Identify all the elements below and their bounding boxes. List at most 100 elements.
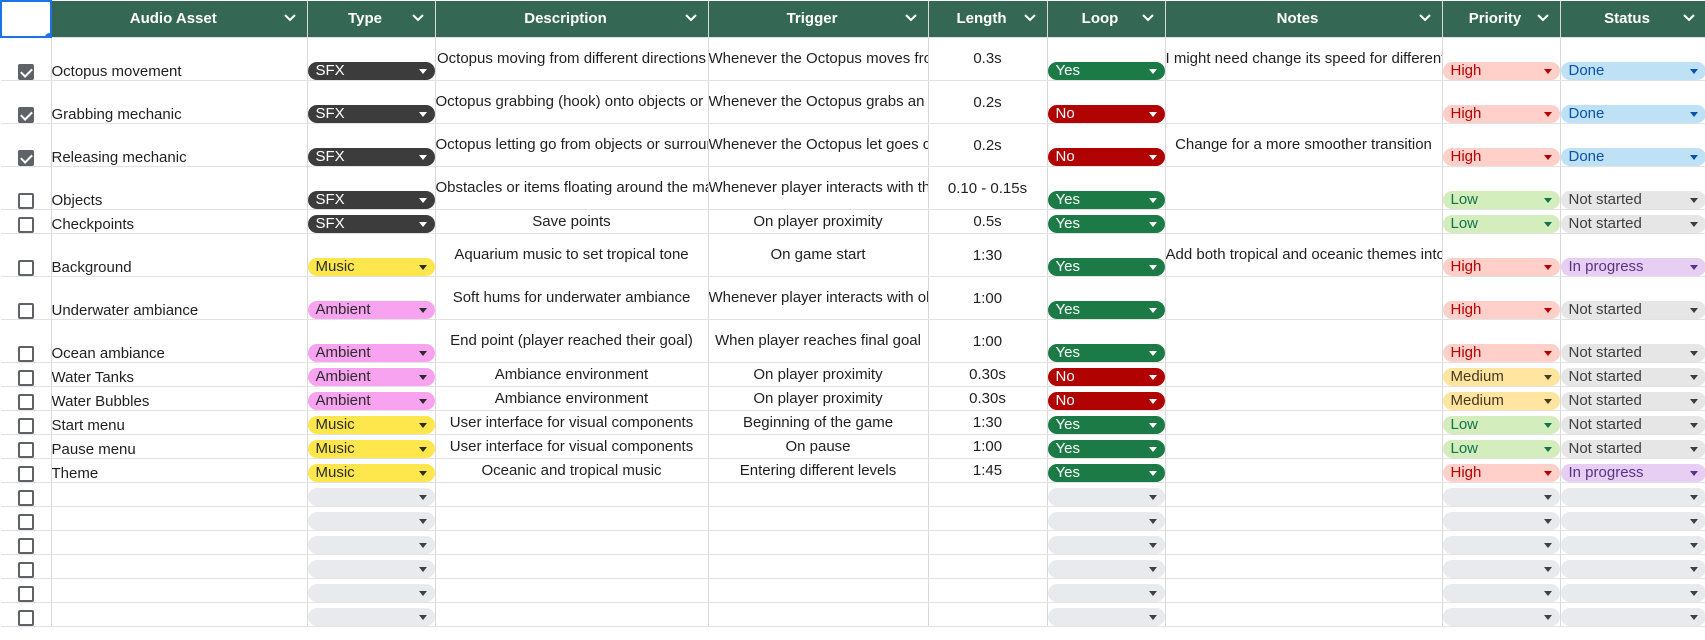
dropdown-arrow-icon[interactable] <box>418 495 427 500</box>
status-dropdown[interactable]: In progress <box>1560 258 1705 276</box>
audio-asset-cell[interactable]: Background <box>51 233 308 277</box>
trigger-cell[interactable]: On player proximity <box>708 209 929 234</box>
done-checkbox[interactable] <box>17 442 34 458</box>
priority-dropdown[interactable] <box>1442 536 1559 554</box>
dropdown-arrow-icon[interactable] <box>1543 198 1552 203</box>
done-checkbox-cell[interactable] <box>1 530 52 555</box>
notes-cell[interactable] <box>1165 482 1443 507</box>
done-checkbox-cell[interactable] <box>1 209 52 234</box>
type-cell[interactable]: SFX <box>307 80 436 124</box>
trigger-cell[interactable]: Beginning of the game <box>708 410 929 435</box>
done-checkbox[interactable] <box>17 260 34 276</box>
notes-cell[interactable] <box>1165 578 1443 603</box>
priority-dropdown[interactable]: Low <box>1442 416 1559 434</box>
priority-dropdown[interactable]: High <box>1442 62 1559 80</box>
audio-asset-cell[interactable] <box>51 530 308 555</box>
audio-asset-cell[interactable] <box>51 602 308 627</box>
status-dropdown[interactable]: Done <box>1560 105 1705 123</box>
dropdown-arrow-icon[interactable] <box>418 591 427 596</box>
dropdown-arrow-icon[interactable] <box>1148 308 1157 313</box>
status-cell[interactable]: Not started <box>1560 386 1705 411</box>
priority-dropdown[interactable]: High <box>1442 301 1559 319</box>
dropdown-arrow-icon[interactable] <box>1543 471 1552 476</box>
done-checkbox-cell[interactable] <box>1 386 52 411</box>
audio-asset-cell[interactable]: Octopus movement <box>51 37 308 81</box>
loop-dropdown[interactable] <box>1047 512 1164 530</box>
chevron-down-icon[interactable] <box>904 11 918 25</box>
chevron-down-icon[interactable] <box>1682 11 1696 25</box>
dropdown-arrow-icon[interactable] <box>1689 69 1698 74</box>
dropdown-arrow-icon[interactable] <box>418 447 427 452</box>
dropdown-arrow-icon[interactable] <box>1689 423 1698 428</box>
priority-dropdown[interactable]: Low <box>1442 191 1559 209</box>
chevron-down-icon[interactable] <box>411 11 425 25</box>
status-cell[interactable]: In progress <box>1560 458 1705 483</box>
type-cell[interactable] <box>307 554 436 579</box>
priority-dropdown[interactable]: High <box>1442 105 1559 123</box>
dropdown-arrow-icon[interactable] <box>1543 495 1552 500</box>
description-cell[interactable]: Save points <box>435 209 709 234</box>
status-cell[interactable]: Not started <box>1560 319 1705 363</box>
status-cell[interactable]: Done <box>1560 37 1705 81</box>
done-checkbox-cell[interactable] <box>1 37 52 81</box>
done-checkbox[interactable] <box>17 466 34 482</box>
status-dropdown[interactable]: Done <box>1560 62 1705 80</box>
description-cell[interactable] <box>435 482 709 507</box>
dropdown-arrow-icon[interactable] <box>1689 591 1698 596</box>
type-dropdown[interactable]: Music <box>307 258 434 276</box>
audio-asset-cell[interactable]: Grabbing mechanic <box>51 80 308 124</box>
loop-dropdown[interactable] <box>1047 584 1164 602</box>
dropdown-arrow-icon[interactable] <box>1148 543 1157 548</box>
done-checkbox[interactable] <box>17 586 34 602</box>
dropdown-arrow-icon[interactable] <box>418 265 427 270</box>
status-dropdown[interactable] <box>1560 560 1705 578</box>
dropdown-arrow-icon[interactable] <box>1689 308 1698 313</box>
done-checkbox[interactable] <box>17 346 34 362</box>
type-dropdown[interactable] <box>307 536 434 554</box>
length-cell[interactable] <box>928 578 1048 603</box>
status-dropdown[interactable] <box>1560 608 1705 626</box>
length-cell[interactable]: 1:30 <box>928 410 1048 435</box>
notes-cell[interactable] <box>1165 319 1443 363</box>
select-all-cell[interactable] <box>0 0 52 38</box>
done-checkbox-cell[interactable] <box>1 602 52 627</box>
loop-cell[interactable]: Yes <box>1047 166 1166 210</box>
dropdown-arrow-icon[interactable] <box>418 423 427 428</box>
loop-cell[interactable] <box>1047 554 1166 579</box>
loop-dropdown[interactable]: Yes <box>1047 62 1164 80</box>
dropdown-arrow-icon[interactable] <box>1148 423 1157 428</box>
status-dropdown[interactable] <box>1560 488 1705 506</box>
type-dropdown[interactable]: Music <box>307 440 434 458</box>
dropdown-arrow-icon[interactable] <box>1148 69 1157 74</box>
notes-cell[interactable] <box>1165 209 1443 234</box>
dropdown-arrow-icon[interactable] <box>1543 351 1552 356</box>
dropdown-arrow-icon[interactable] <box>1689 265 1698 270</box>
dropdown-arrow-icon[interactable] <box>1689 351 1698 356</box>
loop-cell[interactable]: Yes <box>1047 209 1166 234</box>
loop-dropdown[interactable]: Yes <box>1047 215 1164 233</box>
audio-asset-cell[interactable] <box>51 554 308 579</box>
done-checkbox-cell[interactable] <box>1 276 52 320</box>
loop-cell[interactable]: Yes <box>1047 458 1166 483</box>
priority-cell[interactable]: High <box>1442 123 1561 167</box>
status-cell[interactable] <box>1560 554 1705 579</box>
notes-cell[interactable] <box>1165 80 1443 124</box>
type-cell[interactable] <box>307 530 436 555</box>
trigger-cell[interactable]: Entering different levels <box>708 458 929 483</box>
dropdown-arrow-icon[interactable] <box>418 471 427 476</box>
status-cell[interactable]: Not started <box>1560 166 1705 210</box>
dropdown-arrow-icon[interactable] <box>1689 399 1698 404</box>
loop-cell[interactable]: No <box>1047 386 1166 411</box>
priority-dropdown[interactable]: Low <box>1442 440 1559 458</box>
priority-cell[interactable]: High <box>1442 80 1561 124</box>
status-cell[interactable] <box>1560 602 1705 627</box>
header-description[interactable]: Description <box>435 1 709 38</box>
done-checkbox-cell[interactable] <box>1 434 52 459</box>
done-checkbox[interactable] <box>17 514 34 530</box>
type-cell[interactable] <box>307 506 436 531</box>
trigger-cell[interactable]: On player proximity <box>708 386 929 411</box>
chevron-down-icon[interactable] <box>1141 11 1155 25</box>
done-checkbox-cell[interactable] <box>1 482 52 507</box>
description-cell[interactable]: End point (player reached their goal) <box>435 319 709 363</box>
description-cell[interactable] <box>435 602 709 627</box>
